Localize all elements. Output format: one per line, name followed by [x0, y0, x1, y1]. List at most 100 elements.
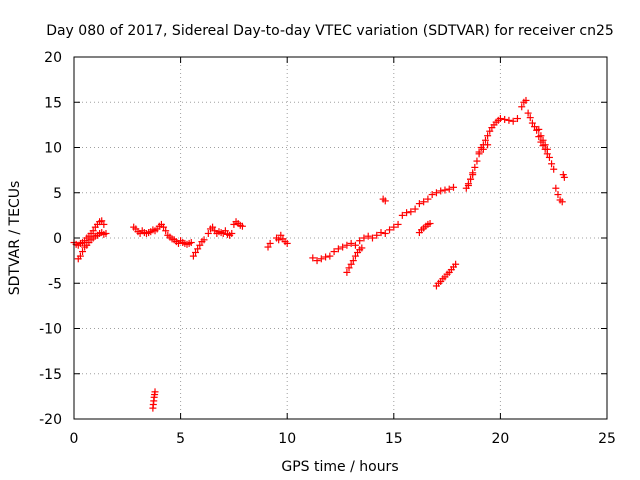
data-point-plus-marker [543, 145, 551, 153]
x-tick-label: 10 [278, 431, 296, 447]
data-point-plus-marker [313, 257, 321, 265]
data-point-plus-marker [196, 241, 204, 249]
data-point-plus-marker [343, 268, 351, 276]
data-point-plus-marker [428, 191, 436, 199]
data-point-plus-marker [356, 237, 364, 245]
data-point-plus-marker [381, 229, 389, 237]
data-point-plus-marker [426, 220, 434, 228]
data-point-plus-marker [539, 136, 547, 144]
data-point-plus-marker [541, 141, 549, 149]
data-point-plus-marker [330, 248, 338, 256]
data-point-plus-marker [484, 141, 492, 149]
data-point-plus-marker [277, 231, 285, 239]
x-axis-title: GPS time / hours [281, 459, 398, 475]
data-point-plus-marker [509, 117, 517, 125]
data-point-plus-marker [403, 209, 411, 217]
data-point-plus-marker [266, 239, 274, 247]
data-point-plus-marker [364, 232, 372, 240]
data-point-plus-marker [200, 236, 208, 244]
x-tick-label: 5 [176, 431, 185, 447]
x-tick-label: 25 [598, 431, 616, 447]
data-point-plus-marker [377, 229, 385, 237]
data-point-plus-marker [194, 245, 202, 253]
data-point-plus-marker [420, 198, 428, 206]
plot-border [73, 56, 608, 420]
data-point-plus-marker [528, 119, 536, 127]
data-point-plus-marker [526, 114, 534, 122]
data-point-plus-marker [309, 254, 317, 262]
data-point-plus-marker [452, 260, 460, 268]
data-point-plus-marker [437, 187, 445, 195]
data-point-plus-marker [424, 195, 432, 203]
data-point-plus-marker [524, 109, 532, 117]
data-point-plus-marker [89, 227, 97, 235]
chart-title: Day 080 of 2017, Sidereal Day-to-day VTE… [46, 23, 614, 39]
data-point-plus-marker [552, 184, 560, 192]
data-point-plus-marker [347, 260, 355, 268]
data-point-plus-marker [479, 145, 487, 153]
data-point-plus-marker [209, 223, 217, 231]
data-point-plus-marker [560, 173, 568, 181]
data-point-plus-marker [432, 189, 440, 197]
y-axis-title: SDTVAR / TECUs [7, 181, 23, 296]
data-point-plus-marker [535, 125, 543, 133]
data-point-plus-marker [415, 200, 423, 208]
data-point-plus-marker [518, 103, 526, 111]
data-point-plus-marker [441, 186, 449, 194]
data-point-plus-marker [471, 163, 479, 171]
data-point-plus-marker [486, 127, 494, 135]
data-point-plus-marker [481, 136, 489, 144]
data-point-plus-marker [522, 96, 530, 104]
axis-ticks: 0 5 10 15 20 25 20 15 10 5 0 -5 -10 -15 -20 [39, 50, 616, 447]
x-tick-label: 0 [70, 431, 79, 447]
data-point-plus-marker [100, 220, 108, 228]
data-point-plus-marker [537, 132, 545, 140]
data-point-plus-marker [469, 169, 477, 177]
data-point-plus-marker [531, 123, 539, 131]
data-point-plus-marker [407, 208, 415, 216]
data-point-plus-marker [394, 220, 402, 228]
data-point-plus-marker [339, 243, 347, 251]
data-point-plus-marker [351, 252, 359, 260]
grid-lines [74, 57, 607, 419]
data-point-plus-marker [228, 229, 236, 237]
data-point-plus-marker [496, 115, 504, 123]
data-point-plus-marker [484, 132, 492, 140]
data-point-plus-marker [187, 239, 195, 247]
data-point-plus-marker [326, 252, 334, 260]
y-tick-label: -20 [39, 412, 62, 428]
data-point-plus-marker [360, 234, 368, 242]
data-point-plus-marker [204, 229, 212, 237]
data-point-plus-marker [345, 264, 353, 272]
data-point-plus-marker [386, 226, 394, 234]
y-tick-label: -5 [48, 276, 62, 292]
y-tick-label: 20 [44, 50, 62, 66]
data-point-plus-marker [264, 243, 272, 251]
data-point-plus-marker [221, 227, 229, 235]
data-point-plus-marker [550, 165, 558, 173]
data-point-plus-marker [381, 197, 389, 205]
data-point-plus-marker [238, 222, 246, 230]
data-point-plus-marker [349, 257, 357, 265]
data-point-plus-marker [449, 183, 457, 191]
data-point-plus-marker [192, 248, 200, 256]
data-point-plus-marker [151, 388, 159, 396]
data-point-plus-marker [343, 241, 351, 249]
data-point-plus-marker [467, 175, 475, 183]
data-point-plus-marker [347, 239, 355, 247]
data-point-plus-marker [76, 252, 84, 260]
data-point-plus-marker [79, 248, 87, 256]
data-point-plus-marker [368, 234, 376, 242]
data-point-plus-marker [501, 115, 509, 123]
data-point-plus-marker [100, 230, 108, 238]
data-point-plus-marker [283, 239, 291, 247]
y-tick-label: 5 [53, 186, 62, 202]
data-point-plus-marker [548, 160, 556, 168]
data-point-plus-marker [162, 227, 170, 235]
y-tick-label: 0 [53, 231, 62, 247]
data-point-plus-marker [351, 241, 359, 249]
data-point-plus-marker [398, 211, 406, 219]
data-point-plus-marker [358, 244, 366, 252]
